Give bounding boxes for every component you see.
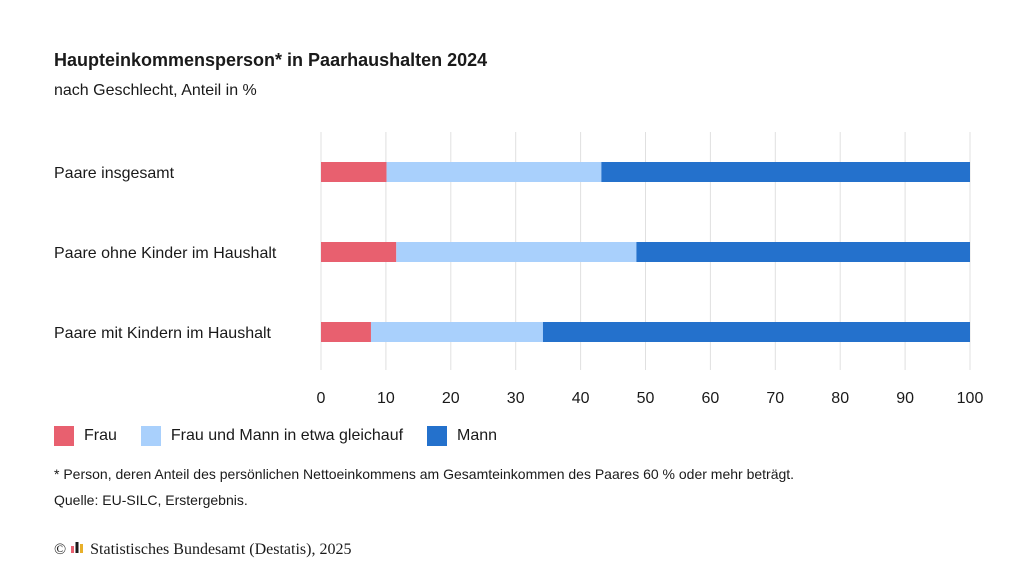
legend-label-frau: Frau — [84, 427, 117, 444]
bar-segment-mann — [542, 322, 970, 342]
chart-source: Quelle: EU-SILC, Erstergebnis. — [54, 492, 248, 508]
destatis-logo-icon — [70, 540, 84, 559]
category-label: Paare insgesamt — [54, 165, 175, 182]
legend-item-mann: Mann — [427, 426, 497, 446]
category-label: Paare ohne Kinder im Haushalt — [54, 245, 277, 262]
bar-segment-gleich — [396, 242, 637, 262]
chart-subtitle: nach Geschlecht, Anteil in % — [54, 82, 257, 99]
copyright-text: Statistisches Bundesamt (Destatis), 2025 — [90, 540, 352, 558]
copyright-symbol: © — [54, 540, 67, 558]
x-tick-label: 80 — [831, 390, 849, 407]
x-tick-label: 60 — [702, 390, 720, 407]
x-tick-label: 90 — [896, 390, 914, 407]
x-tick-label: 30 — [507, 390, 525, 407]
x-tick-label: 50 — [637, 390, 655, 407]
legend-item-frau: Frau — [54, 426, 117, 446]
chart-footnote: * Person, deren Anteil des persönlichen … — [54, 466, 795, 482]
bar-segment-gleich — [370, 322, 543, 342]
bar-segment-frau — [321, 322, 371, 342]
category-label: Paare mit Kindern im Haushalt — [54, 325, 272, 342]
bar-segment-mann — [636, 242, 970, 262]
bar-segment-mann — [601, 162, 970, 182]
x-tick-label: 40 — [572, 390, 590, 407]
x-tick-label: 100 — [957, 390, 984, 407]
legend-swatch-mann — [427, 426, 448, 446]
legend-swatch-frau — [54, 426, 74, 446]
legend-label-gleichauf: Frau und Mann in etwa gleichauf — [170, 427, 404, 444]
chart-title: Haupteinkommensperson* in Paarhaushalten… — [54, 50, 488, 70]
copyright-line: © Statistisches Bundesamt (Destatis), 20… — [54, 540, 351, 559]
x-tick-label: 10 — [377, 390, 395, 407]
legend-label-mann: Mann — [457, 427, 498, 444]
x-tick-label: 70 — [766, 390, 784, 407]
x-tick-label: 20 — [442, 390, 460, 407]
bar-segment-frau — [321, 162, 387, 182]
x-tick-label: 0 — [317, 390, 326, 407]
bar-segment-gleich — [386, 162, 602, 182]
bar-chart: 0 10 20 30 40 50 60 70 80 90 100 Paare insgesamt Paa… — [54, 132, 984, 407]
chart-legend: Frau Frau und Mann in etwa gleichauf Man… — [54, 426, 521, 446]
bar-segment-frau — [321, 242, 397, 262]
legend-item-gleichauf: Frau und Mann in etwa gleichauf — [140, 426, 404, 446]
legend-swatch-gleichauf — [140, 426, 161, 446]
